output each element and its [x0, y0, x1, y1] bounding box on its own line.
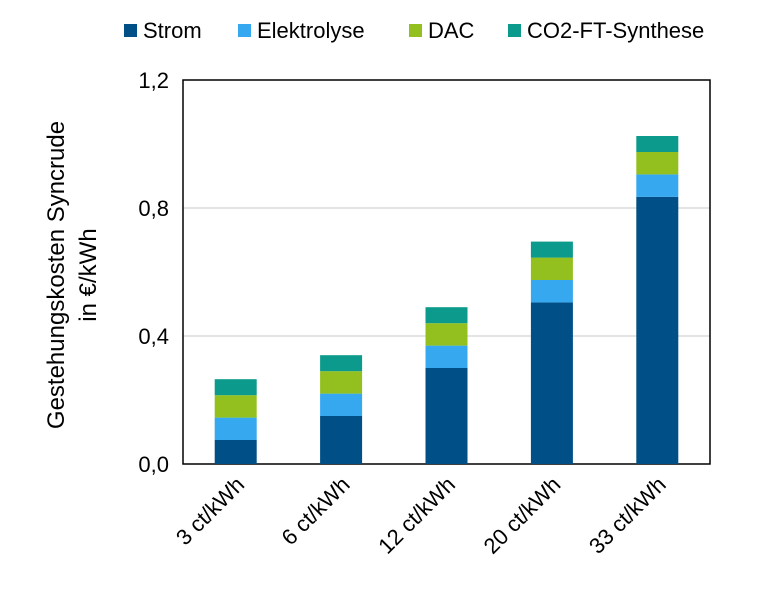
bar-segment-elektrolyse: [530, 280, 573, 303]
bar-segment-co2-ft-synthese: [320, 355, 363, 372]
bar-segment-strom: [636, 196, 679, 465]
legend-label: Strom: [143, 18, 202, 43]
legend-label: Elektrolyse: [257, 18, 365, 43]
x-tick-label: 20 ct/kWh: [479, 472, 566, 559]
bar-segment-dac: [636, 152, 679, 175]
y-axis-label-line2: in €/kWh: [75, 228, 102, 321]
y-tick-label: 1,2: [138, 68, 169, 93]
bar-segment-co2-ft-synthese: [636, 136, 679, 152]
bar-segment-co2-ft-synthese: [214, 379, 257, 396]
bar-segment-co2-ft-synthese: [530, 241, 573, 258]
bar-segment-co2-ft-synthese: [425, 307, 468, 324]
x-tick-label: 3 ct/kWh: [171, 472, 249, 550]
y-tick-label: 0,4: [138, 324, 169, 349]
bar-segment-dac: [530, 257, 573, 280]
bar-segment-elektrolyse: [214, 417, 257, 440]
x-tick-label: 6 ct/kWh: [276, 472, 354, 550]
bar-segment-strom: [320, 416, 363, 464]
bar-segment-elektrolyse: [636, 174, 679, 197]
legend-swatch: [124, 24, 137, 37]
y-axis-ticks: 0,0 0,4 0,8 1,2: [138, 68, 169, 477]
legend-swatch: [409, 24, 422, 37]
legend-label: DAC: [428, 18, 475, 43]
bar-segment-elektrolyse: [425, 345, 468, 368]
y-tick-label: 0,8: [138, 196, 169, 221]
bars: [214, 136, 679, 465]
legend-swatch: [508, 24, 521, 37]
bar-segment-dac: [214, 395, 257, 418]
y-axis-label-line1: Gestehungskosten Syncrude: [43, 121, 70, 429]
bar-segment-strom: [425, 368, 468, 464]
x-tick-label: 12 ct/kWh: [373, 472, 460, 559]
bar-segment-dac: [425, 323, 468, 346]
legend-swatch: [238, 24, 251, 37]
x-tick-label: 33 ct/kWh: [584, 472, 671, 559]
legend-label: CO2-FT-Synthese: [527, 18, 704, 43]
x-axis-ticks: 3 ct/kWh 6 ct/kWh 12 ct/kWh 20 ct/kWh 33 ct/…: [171, 472, 671, 559]
bar-segment-strom: [214, 440, 257, 464]
bar-segment-strom: [530, 302, 573, 464]
bar-segment-dac: [320, 371, 363, 394]
y-tick-label: 0,0: [138, 452, 169, 477]
bar-segment-elektrolyse: [320, 393, 363, 416]
legend: Strom Elektrolyse DAC CO2-FT-Synthese: [124, 18, 704, 43]
